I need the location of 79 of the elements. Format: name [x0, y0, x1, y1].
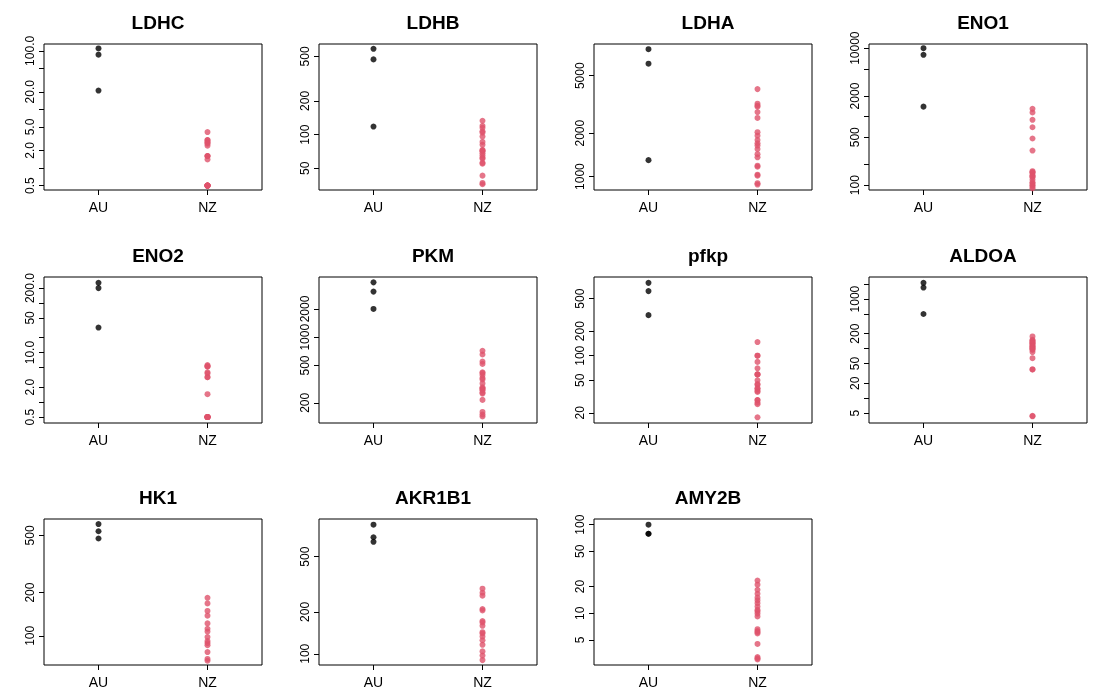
y-tick-label: 500 [573, 288, 587, 309]
y-tick-label: 100 [573, 514, 587, 535]
y-tick-label: 100.0 [23, 35, 37, 66]
y-tick-label: 500 [23, 525, 37, 546]
x-tick-label: NZ [473, 199, 493, 215]
x-tick-label: AU [88, 199, 109, 215]
y-tick-label: 20 [573, 579, 587, 594]
y-tick-label: 1000 [298, 323, 312, 351]
x-tick-label: AU [638, 432, 659, 448]
y-tick-label: 100 [298, 124, 312, 145]
y-tick-label: 2000 [848, 82, 862, 110]
x-tick-label: NZ [198, 199, 218, 215]
y-tick-label: 200.0 [23, 272, 37, 304]
x-tick-label: NZ [198, 674, 218, 690]
chart-title: LDHC [131, 12, 185, 33]
x-tick-label: AU [363, 674, 384, 690]
y-tick-label: 5 [848, 409, 862, 417]
y-tick-label: 0.5 [23, 408, 37, 426]
y-tick-label: 200 [298, 601, 312, 622]
chart-title: AMY2B [674, 487, 742, 508]
y-tick-label: 20.0 [23, 79, 37, 104]
y-tick-label: 2000 [573, 119, 587, 147]
x-tick-label: AU [88, 432, 109, 448]
y-tick-label: 500 [298, 355, 312, 376]
y-tick-label: 100 [848, 174, 862, 196]
x-tick-label: AU [363, 432, 384, 448]
y-tick-label: 50 [848, 356, 862, 371]
x-tick-label: NZ [473, 432, 493, 448]
x-tick-label: NZ [748, 674, 768, 690]
chart-title: ENO2 [132, 245, 184, 266]
y-tick-label: 2.0 [23, 378, 37, 396]
y-tick-label: 50 [23, 310, 37, 325]
y-tick-label: 200 [848, 323, 862, 344]
chart-title: ALDOA [949, 245, 1018, 266]
y-tick-label: 10.0 [23, 340, 37, 365]
y-tick-label: 50 [573, 544, 587, 559]
chart-title: LDHA [681, 12, 735, 33]
y-tick-label: 1000 [573, 162, 587, 190]
x-tick-label: AU [913, 432, 934, 448]
y-tick-label: 500 [298, 46, 312, 67]
y-tick-label: 200 [573, 320, 587, 342]
x-tick-label: NZ [198, 432, 218, 448]
y-tick-label: 500 [298, 546, 312, 567]
y-tick-label: 5.0 [23, 118, 37, 136]
x-tick-label: AU [363, 199, 384, 215]
x-tick-label: AU [88, 674, 109, 690]
y-tick-label: 5000 [573, 62, 587, 90]
y-tick-label: 20 [573, 405, 587, 420]
x-tick-label: NZ [748, 199, 768, 215]
x-tick-label: NZ [1023, 432, 1043, 448]
chart-title: PKM [411, 245, 455, 266]
x-tick-label: NZ [473, 674, 493, 690]
y-tick-label: 10 [573, 606, 587, 620]
chart-title: ENO1 [957, 12, 1010, 33]
chart-title: HK1 [138, 487, 178, 508]
y-tick-label: 1000 [848, 285, 862, 313]
y-tick-label: 50 [573, 373, 587, 387]
y-tick-label: 5 [573, 636, 587, 644]
y-tick-label: 2.0 [23, 141, 37, 159]
x-tick-label: AU [638, 674, 659, 690]
y-tick-label: 100 [298, 643, 312, 664]
y-tick-label: 200 [298, 392, 312, 413]
y-tick-label: 10000 [848, 31, 862, 65]
y-tick-label: 100 [23, 625, 37, 646]
x-tick-label: NZ [1023, 199, 1043, 215]
chart-title: AKR1B1 [394, 487, 472, 508]
y-tick-label: 50 [298, 161, 312, 175]
y-tick-label: 100 [573, 345, 587, 366]
y-tick-label: 200 [23, 582, 37, 603]
y-tick-label: 500 [848, 126, 862, 148]
x-tick-label: NZ [748, 432, 768, 448]
chart-title: pfkp [687, 245, 729, 266]
y-tick-label: 20 [848, 376, 862, 390]
x-tick-label: AU [913, 199, 934, 215]
chart-title: LDHB [406, 12, 460, 33]
y-tick-label: 2000 [298, 295, 312, 323]
y-tick-label: 200 [298, 90, 312, 111]
x-tick-label: AU [638, 199, 659, 215]
y-tick-label: 0.5 [23, 176, 37, 194]
